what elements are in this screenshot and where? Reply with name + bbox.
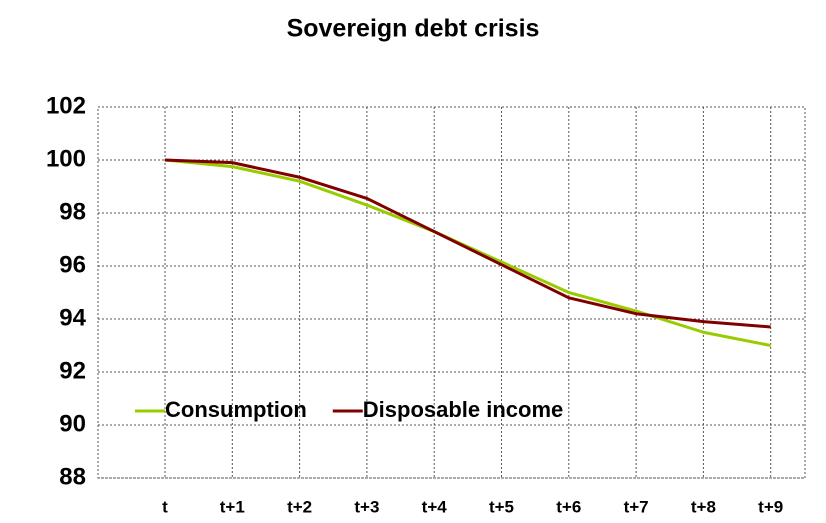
y-tick-label: 98 <box>59 198 86 225</box>
x-tick-label: t+7 <box>624 497 649 516</box>
x-tick-label: t+4 <box>422 497 448 516</box>
x-tick-label: t <box>162 497 168 516</box>
y-tick-label: 92 <box>59 357 86 384</box>
x-tick-label: t+1 <box>220 497 245 516</box>
y-tick-label: 96 <box>59 251 86 278</box>
y-tick-label: 90 <box>59 410 86 437</box>
x-tick-label: t+8 <box>691 497 716 516</box>
y-tick-label: 100 <box>46 145 86 172</box>
chart-title: Sovereign debt crisis <box>287 15 540 43</box>
x-tick-label: t+3 <box>354 497 379 516</box>
x-tick-label: t+5 <box>489 497 514 516</box>
series-line <box>164 158 771 329</box>
y-tick-label: 94 <box>59 304 86 331</box>
x-tick-label: t+9 <box>758 497 783 516</box>
y-tick-label: 102 <box>46 92 86 119</box>
y-tick-label: 88 <box>59 463 86 490</box>
x-tick-label: t+6 <box>556 497 581 516</box>
x-tick-label: t+2 <box>287 497 312 516</box>
legend-label: Consumption <box>165 397 307 422</box>
legend-label: Disposable income <box>363 397 564 422</box>
